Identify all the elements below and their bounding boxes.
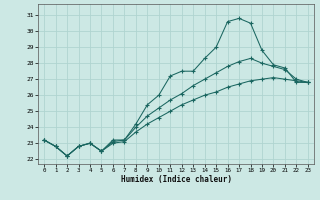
X-axis label: Humidex (Indice chaleur): Humidex (Indice chaleur) — [121, 175, 231, 184]
